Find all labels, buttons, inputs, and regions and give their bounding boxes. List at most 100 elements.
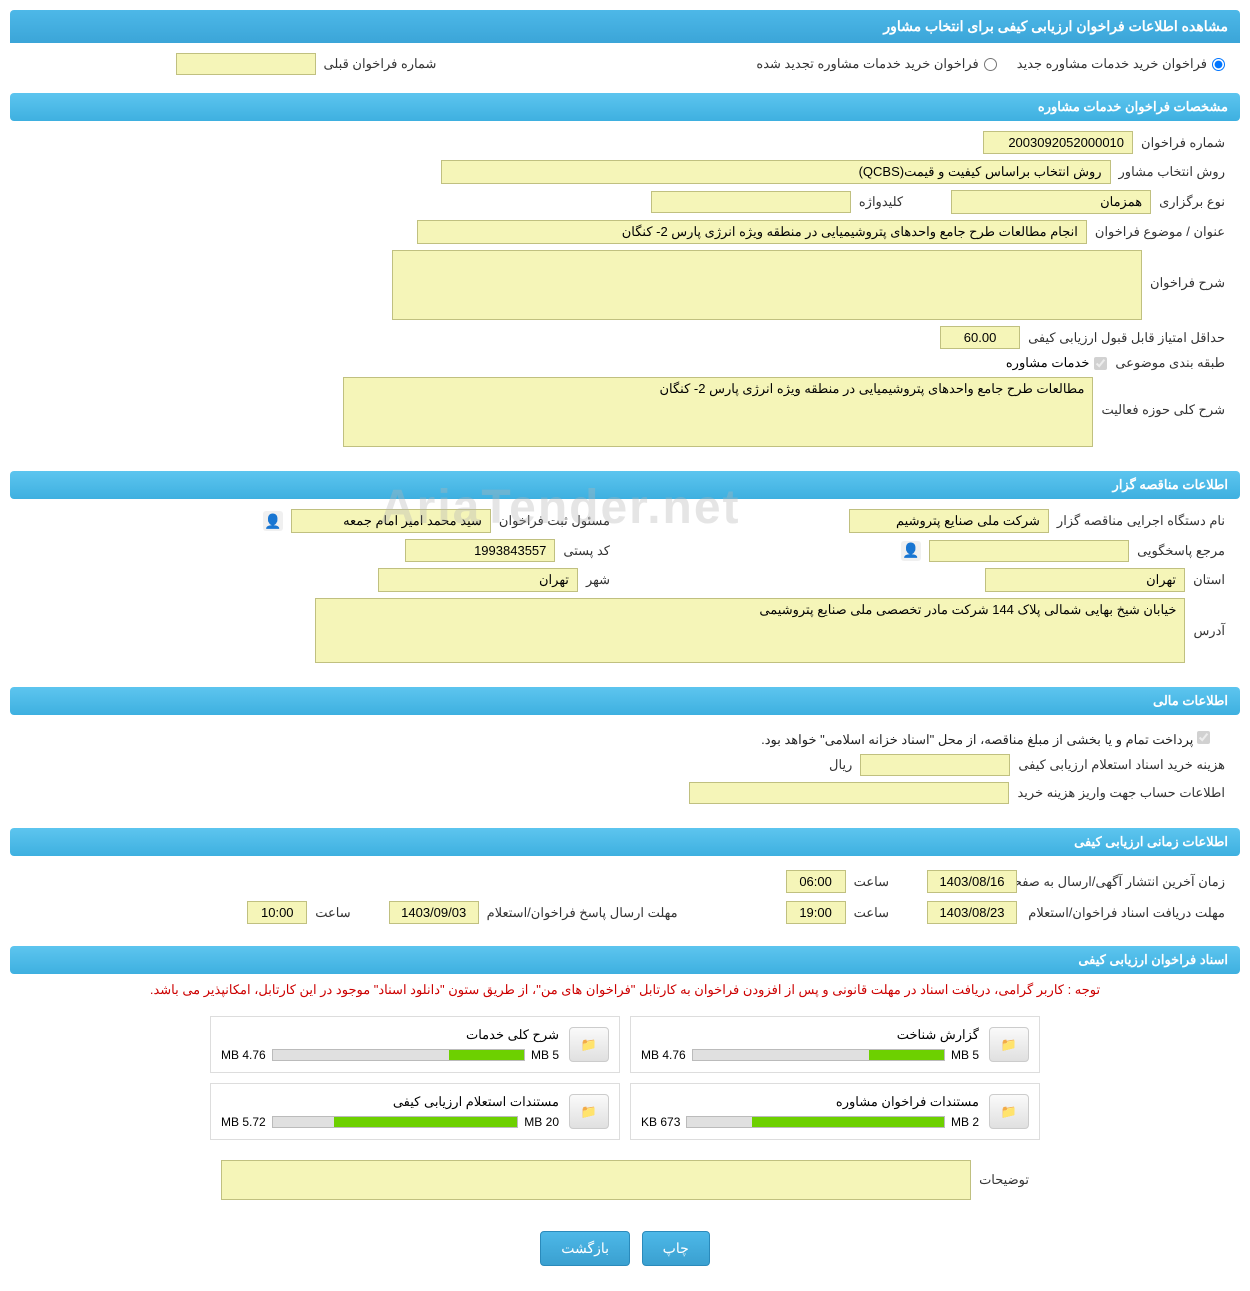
prev-number-label: شماره فراخوان قبلی: [324, 56, 437, 72]
tenderer-section: نام دستگاه اجرایی مناقصه گزار شرکت ملی ص…: [10, 499, 1240, 679]
folder-icon: 📁: [569, 1094, 609, 1129]
doc-card: 📁 گزارش شناخت 5 MB 4.76 MB: [630, 1016, 1040, 1073]
prev-number-field: [176, 53, 316, 75]
doc-title: گزارش شناخت: [641, 1027, 979, 1043]
subject-label: عنوان / موضوع فراخوان: [1095, 224, 1225, 240]
activity-label: شرح کلی حوزه فعالیت: [1101, 377, 1225, 418]
radio-new[interactable]: [1212, 58, 1225, 71]
bond-note: پرداخت تمام و یا بخشی از مبلغ مناقصه، از…: [25, 725, 1225, 754]
category-checkbox: [1094, 357, 1107, 370]
contact-label: مرجع پاسخگویی: [1137, 543, 1225, 559]
doc-total: 20 MB: [524, 1115, 559, 1129]
section-financial-header: اطلاعات مالی: [10, 687, 1240, 715]
receive-time-label: ساعت: [854, 905, 889, 921]
timing-section: زمان آخرین انتشار آگهی/ارسال به صفحه اعل…: [10, 856, 1240, 938]
folder-icon: 📁: [989, 1094, 1029, 1129]
doc-used: 673 KB: [641, 1115, 680, 1129]
docs-grid: 📁 گزارش شناخت 5 MB 4.76 MB 📁 شرح کلی خدم…: [10, 1006, 1240, 1150]
doc-used: 4.76 MB: [641, 1048, 686, 1062]
response-time-label: ساعت: [315, 905, 350, 921]
address-label: آدرس: [1193, 598, 1225, 639]
person-icon-2: 👤: [901, 541, 921, 561]
button-row: چاپ بازگشت: [10, 1216, 1240, 1281]
doc-card: 📁 مستندات فراخوان مشاوره 2 MB 673 KB: [630, 1083, 1040, 1140]
cost-field: [860, 754, 1010, 776]
address-field: خیابان شیخ بهایی شمالی پلاک 144 شرکت ماد…: [315, 598, 1185, 663]
doc-total: 5 MB: [951, 1048, 979, 1062]
publish-label: زمان آخرین انتشار آگهی/ارسال به صفحه اعل…: [1025, 874, 1225, 890]
receive-date: 1403/08/23: [927, 901, 1017, 924]
docs-note: توجه : کاربر گرامی، دریافت اسناد در مهلت…: [10, 974, 1240, 1006]
doc-total: 5 MB: [531, 1048, 559, 1062]
method-field: روش انتخاب براساس کیفیت و قیمت(QCBS): [441, 160, 1111, 184]
folder-icon: 📁: [989, 1027, 1029, 1062]
account-field: [689, 782, 1009, 804]
cost-label: هزینه خرید اسناد استعلام ارزیابی کیفی: [1018, 757, 1225, 773]
section-tenderer-header: اطلاعات مناقصه گزار: [10, 471, 1240, 499]
bond-note-text: پرداخت تمام و یا بخشی از مبلغ مناقصه، از…: [761, 732, 1193, 747]
specs-section: شماره فراخوان 2003092052000010 روش انتخا…: [10, 121, 1240, 463]
response-date: 1403/09/03: [389, 901, 479, 924]
method-label: روش انتخاب مشاور: [1119, 164, 1225, 180]
section-timing-header: اطلاعات زمانی ارزیابی کیفی: [10, 828, 1240, 856]
response-time: 10:00: [247, 901, 307, 924]
registrar-label: مسئول ثبت فراخوان: [499, 513, 610, 529]
publish-date: 1403/08/16: [927, 870, 1017, 893]
doc-title: مستندات فراخوان مشاوره: [641, 1094, 979, 1110]
page-title: مشاهده اطلاعات فراخوان ارزیابی کیفی برای…: [10, 10, 1240, 43]
category-value: خدمات مشاوره: [1006, 355, 1090, 371]
comments-field: [221, 1160, 971, 1200]
financial-section: پرداخت تمام و یا بخشی از مبلغ مناقصه، از…: [10, 715, 1240, 820]
doc-card: 📁 شرح کلی خدمات 5 MB 4.76 MB: [210, 1016, 620, 1073]
call-type-row: فراخوان خرید خدمات مشاوره جدید فراخوان خ…: [10, 43, 1240, 85]
category-label: طبقه بندی موضوعی: [1115, 355, 1225, 371]
progress-bar: [272, 1049, 525, 1061]
min-score-label: حداقل امتیاز قابل قبول ارزیابی کیفی: [1028, 330, 1225, 346]
province-label: استان: [1193, 572, 1225, 588]
subject-field: انجام مطالعات طرح جامع واحدهای پتروشیمیا…: [417, 220, 1087, 244]
agency-label: نام دستگاه اجرایی مناقصه گزار: [1057, 513, 1225, 529]
radio-renewed[interactable]: [984, 58, 997, 71]
progress-bar: [692, 1049, 945, 1061]
keyword-label: کلیدواژه: [859, 194, 903, 210]
contact-field: [929, 540, 1129, 562]
doc-total: 2 MB: [951, 1115, 979, 1129]
progress-bar: [686, 1116, 945, 1128]
doc-title: مستندات استعلام ارزیابی کیفی: [221, 1094, 559, 1110]
back-button[interactable]: بازگشت: [540, 1231, 630, 1266]
publish-time-label: ساعت: [854, 874, 889, 890]
cost-unit: ریال: [829, 757, 852, 773]
receive-time: 19:00: [786, 901, 846, 924]
doc-card: 📁 مستندات استعلام ارزیابی کیفی 20 MB 5.7…: [210, 1083, 620, 1140]
postal-label: کد پستی: [563, 543, 610, 559]
type-label: نوع برگزاری: [1159, 194, 1225, 210]
person-icon: 👤: [263, 511, 283, 531]
bond-checkbox: [1197, 731, 1210, 744]
city-field: تهران: [378, 568, 578, 592]
agency-field: شرکت ملی صنایع پتروشیم: [849, 509, 1049, 533]
postal-field: 1993843557: [405, 539, 555, 562]
radio-renewed-label: فراخوان خرید خدمات مشاوره تجدید شده: [756, 56, 978, 72]
publish-time: 06:00: [786, 870, 846, 893]
print-button[interactable]: چاپ: [642, 1231, 710, 1266]
account-label: اطلاعات حساب جهت واریز هزینه خرید: [1017, 785, 1225, 801]
response-label: مهلت ارسال پاسخ فراخوان/استعلام: [487, 905, 678, 921]
comments-label: توضیحات: [979, 1172, 1029, 1188]
desc-label: شرح فراخوان: [1150, 250, 1225, 291]
section-docs-header: اسناد فراخوان ارزیابی کیفی: [10, 946, 1240, 974]
desc-field: [392, 250, 1142, 320]
min-score-field: 60.00: [940, 326, 1020, 349]
doc-used: 4.76 MB: [221, 1048, 266, 1062]
registrar-field: سید محمد امیر امام جمعه: [291, 509, 491, 533]
doc-title: شرح کلی خدمات: [221, 1027, 559, 1043]
radio-new-label: فراخوان خرید خدمات مشاوره جدید: [1017, 56, 1207, 72]
receive-label: مهلت دریافت اسناد فراخوان/استعلام: [1025, 905, 1225, 921]
call-number-field: 2003092052000010: [983, 131, 1133, 154]
province-field: تهران: [985, 568, 1185, 592]
activity-field: مطالعات طرح جامع واحدهای پتروشیمیایی در …: [343, 377, 1093, 447]
folder-icon: 📁: [569, 1027, 609, 1062]
city-label: شهر: [586, 572, 610, 588]
progress-bar: [272, 1116, 519, 1128]
keyword-field: [651, 191, 851, 213]
doc-used: 5.72 MB: [221, 1115, 266, 1129]
